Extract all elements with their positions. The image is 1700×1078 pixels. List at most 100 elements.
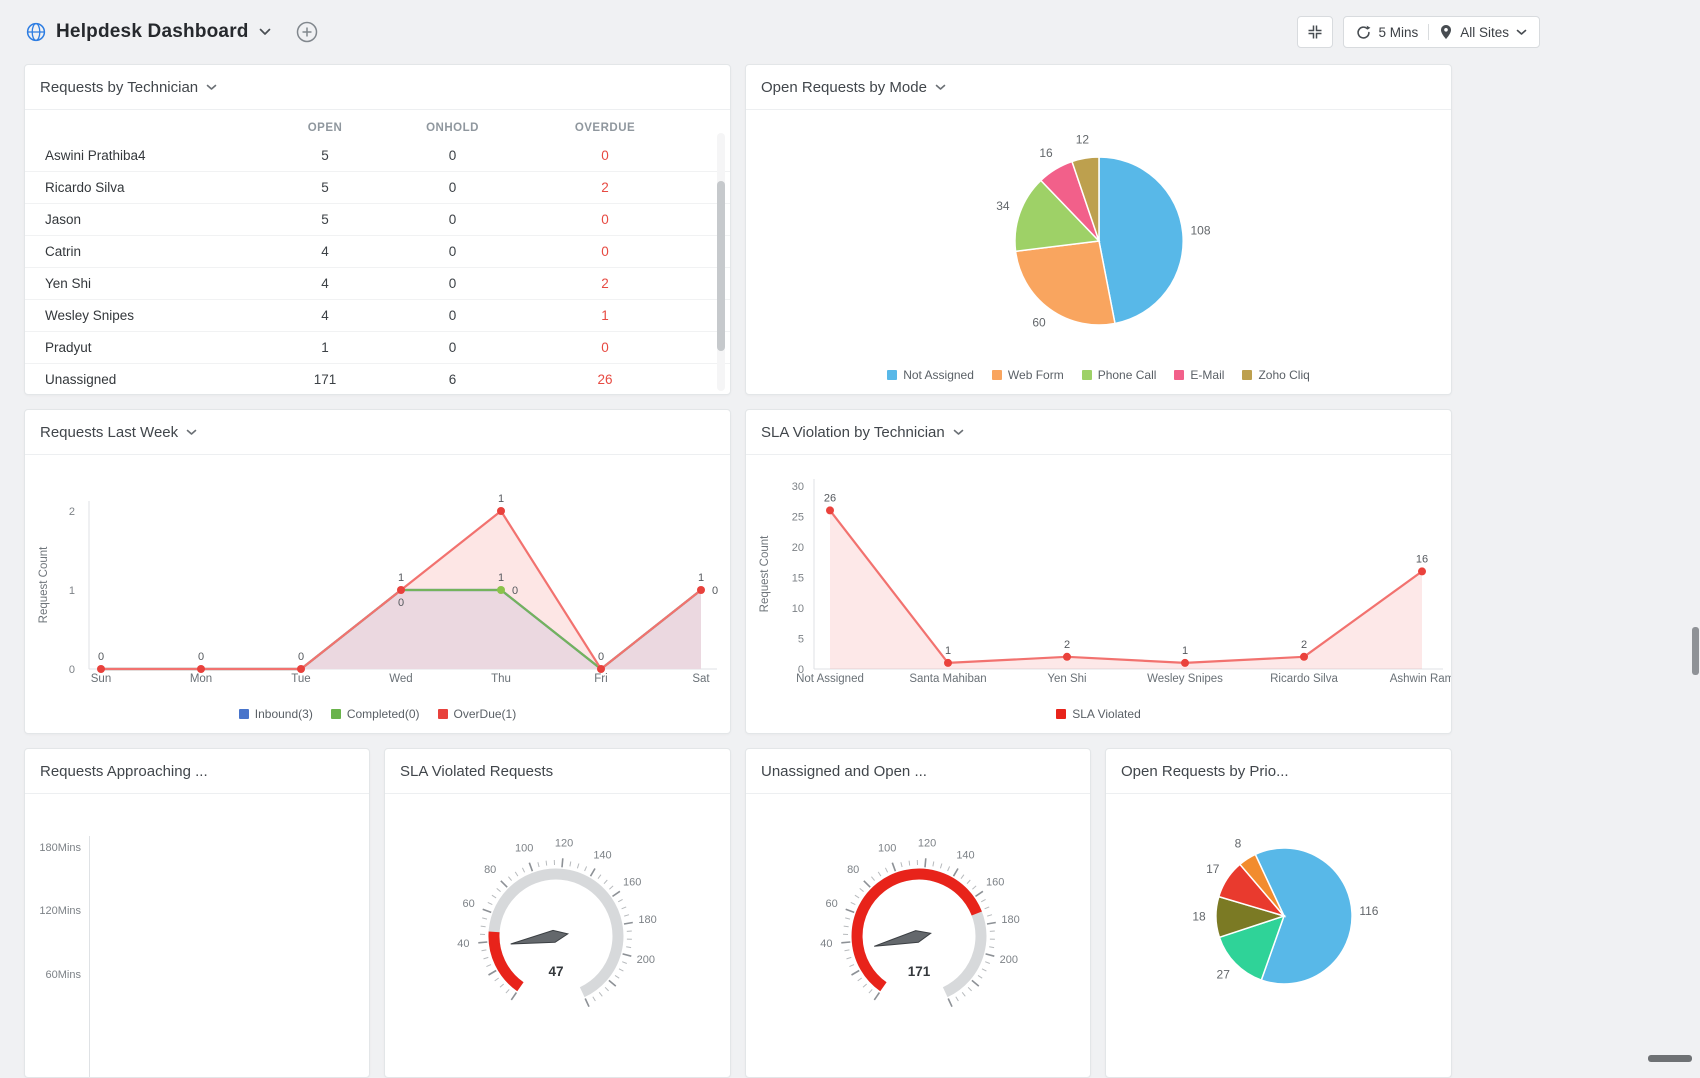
chart-legend: Not Assigned Web Form Phone Call E-Mail Zoho…: [746, 368, 1451, 382]
gauge-tick-label: 140: [956, 849, 974, 861]
pie-slice[interactable]: [1016, 241, 1115, 325]
card-header: SLA Violation by Technician: [746, 410, 1451, 455]
overdue-count: 0: [520, 148, 690, 163]
card-header: Unassigned and Open ...: [746, 749, 1090, 794]
legend-label: Web Form: [1008, 368, 1064, 382]
data-point[interactable]: [1181, 659, 1189, 667]
open-count: 1: [265, 340, 385, 355]
data-point[interactable]: [697, 586, 705, 594]
legend-swatch: [992, 370, 1002, 380]
point-value-label: 0: [398, 597, 404, 609]
legend-item[interactable]: SLA Violated: [1056, 707, 1141, 721]
open-count: 171: [265, 372, 385, 387]
scrollbar-thumb[interactable]: [717, 181, 725, 351]
pie-value-label: 27: [1217, 968, 1231, 982]
technician-name: Unassigned: [25, 372, 265, 387]
data-point[interactable]: [1300, 653, 1308, 661]
onhold-count: 0: [385, 340, 520, 355]
x-category-label: Wesley Snipes: [1147, 673, 1223, 685]
y-tick-label: 25: [792, 512, 804, 524]
gauge-tick-label: 100: [515, 843, 533, 855]
legend-item[interactable]: Web Form: [992, 368, 1064, 382]
data-point[interactable]: [826, 506, 834, 514]
x-category-label: Yen Shi: [1047, 673, 1086, 685]
column-header-open[interactable]: OPEN: [265, 122, 385, 134]
data-point[interactable]: [497, 507, 505, 515]
vertical-scrollbar-thumb[interactable]: [1692, 627, 1699, 675]
data-point[interactable]: [397, 586, 405, 594]
legend-item[interactable]: Zoho Cliq: [1242, 368, 1309, 382]
point-value-label: 1: [498, 572, 504, 584]
overdue-count: 2: [520, 276, 690, 291]
data-point[interactable]: [944, 659, 952, 667]
chevron-down-icon[interactable]: [935, 84, 946, 91]
technician-name: Wesley Snipes: [25, 308, 265, 323]
add-dashboard-button[interactable]: [295, 20, 319, 44]
divider: [1428, 24, 1429, 40]
legend-item[interactable]: OverDue(1): [438, 707, 517, 721]
y-tick-label: 30: [792, 481, 804, 493]
legend-label: Not Assigned: [903, 368, 974, 382]
x-category-label: Ashwin Ram: [1390, 673, 1452, 685]
location-pin-icon: [1439, 24, 1453, 40]
data-point[interactable]: [297, 665, 305, 673]
horizontal-scrollbar-thumb[interactable]: [1648, 1055, 1692, 1062]
gauge-tick-label: 180: [1001, 914, 1019, 926]
legend-item[interactable]: E-Mail: [1174, 368, 1224, 382]
refresh-interval-button[interactable]: 5 Mins: [1356, 25, 1418, 40]
legend-item[interactable]: Not Assigned: [887, 368, 974, 382]
gauge-value-label: 47: [548, 964, 563, 979]
open-count: 4: [265, 308, 385, 323]
open-count: 5: [265, 148, 385, 163]
chevron-down-icon[interactable]: [953, 429, 964, 436]
data-point[interactable]: [97, 665, 105, 673]
data-point[interactable]: [197, 665, 205, 673]
data-point[interactable]: [597, 665, 605, 673]
legend-item[interactable]: Completed(0): [331, 707, 420, 721]
chevron-down-icon[interactable]: [206, 84, 217, 91]
table-header: OPEN ONHOLD OVERDUE: [25, 110, 730, 146]
card-title: Unassigned and Open ...: [761, 763, 927, 780]
onhold-count: 0: [385, 180, 520, 195]
data-point[interactable]: [1418, 567, 1426, 575]
technician-name: Yen Shi: [25, 276, 265, 291]
column-header-onhold[interactable]: ONHOLD: [385, 122, 520, 134]
pie-slice[interactable]: [1099, 157, 1183, 324]
column-header-overdue[interactable]: OVERDUE: [520, 122, 690, 134]
chevron-down-icon[interactable]: [186, 429, 197, 436]
pie-value-label: 60: [1032, 316, 1046, 330]
pie-value-label: 116: [1359, 904, 1378, 918]
gauge-tick-label: 160: [986, 877, 1004, 889]
x-category-label: Mon: [190, 673, 212, 685]
point-value-label: 1: [398, 572, 404, 584]
site-filter-button[interactable]: All Sites: [1439, 24, 1527, 40]
layout-collapse-button[interactable]: [1297, 16, 1333, 48]
card-title: Open Requests by Prio...: [1121, 763, 1289, 780]
overdue-count: 1: [520, 308, 690, 323]
legend-item[interactable]: Phone Call: [1082, 368, 1157, 382]
x-category-label: Tue: [291, 673, 310, 685]
point-value-label: 1: [698, 572, 704, 584]
x-category-label: Fri: [594, 673, 607, 685]
pie-value-label: 16: [1039, 146, 1053, 160]
data-point[interactable]: [497, 586, 505, 594]
refresh-site-controls: 5 Mins All Sites: [1343, 16, 1540, 48]
data-point[interactable]: [1063, 653, 1071, 661]
legend-item[interactable]: Inbound(3): [239, 707, 313, 721]
chevron-down-icon[interactable]: [259, 28, 271, 36]
onhold-count: 0: [385, 212, 520, 227]
